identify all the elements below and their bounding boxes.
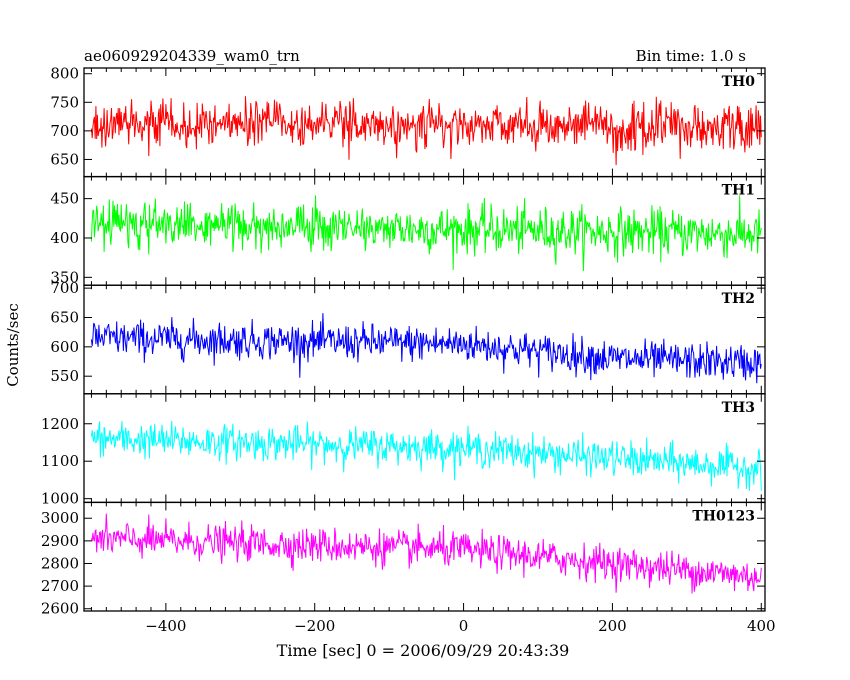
panel-frame xyxy=(83,393,766,504)
series-label: TH0 xyxy=(722,74,756,90)
series-line-th3 xyxy=(90,420,762,491)
y-tick-label: 800 xyxy=(50,65,79,83)
panel-frame xyxy=(83,501,766,612)
y-tick-label: 700 xyxy=(50,122,79,140)
panel-th3: 1000 1100 1200 TH3 xyxy=(41,393,766,508)
x-tick-label: 200 xyxy=(598,617,627,635)
y-tick-label: 550 xyxy=(50,367,79,385)
x-tick-label: −400 xyxy=(145,617,186,635)
x-tick-label: −200 xyxy=(294,617,335,635)
panel-th2: 550 600 650 700 TH2 xyxy=(50,279,766,395)
bin-time-label: Bin time: 1.0 s xyxy=(636,47,746,65)
series-label: TH0123 xyxy=(692,508,755,524)
y-tick-label: 2800 xyxy=(41,554,79,572)
series-line-th2 xyxy=(90,313,762,384)
panels-group: 650 700 750 800 TH0 350 400 450 TH1 550 600 650 700 T… xyxy=(41,65,776,635)
y-tick-label: 3000 xyxy=(41,509,79,527)
y-tick-label: 2700 xyxy=(41,577,79,595)
y-tick-label: 700 xyxy=(50,279,79,297)
y-tick-label: 350 xyxy=(50,268,79,286)
y-tick-label: 750 xyxy=(50,93,79,111)
y-tick-label: 1100 xyxy=(41,452,79,470)
series-line-th0 xyxy=(90,96,762,166)
y-tick-label: 2600 xyxy=(41,600,79,618)
y-tick-label: 450 xyxy=(50,190,79,208)
y-tick-label: 1200 xyxy=(41,415,79,433)
y-tick-label: 2900 xyxy=(41,532,79,550)
series-line-th0123 xyxy=(90,513,762,594)
panel-th0123: 2600 2700 2800 2900 3000 TH0123 xyxy=(41,501,766,618)
y-tick-label: 1000 xyxy=(41,490,79,508)
y-tick-label: 650 xyxy=(50,150,79,168)
y-tick-label: 600 xyxy=(50,338,79,356)
x-axis-label: Time [sec] 0 = 2006/09/29 20:43:39 xyxy=(277,641,570,660)
y-tick-label: 650 xyxy=(50,308,79,326)
plot-title: ae060929204339_wam0_trn xyxy=(84,47,300,65)
y-axis-label: Counts/sec xyxy=(4,303,22,387)
series-label: TH2 xyxy=(722,291,755,307)
y-tick-label: 400 xyxy=(50,229,79,247)
panel-th0: 650 700 750 800 TH0 xyxy=(50,65,766,178)
series-label: TH1 xyxy=(722,183,755,199)
panel-th1: 350 400 450 TH1 xyxy=(50,175,766,286)
series-label: TH3 xyxy=(722,400,755,416)
x-tick-label: 400 xyxy=(747,617,776,635)
series-line-th1 xyxy=(90,195,762,272)
x-tick-label: 0 xyxy=(459,617,469,635)
